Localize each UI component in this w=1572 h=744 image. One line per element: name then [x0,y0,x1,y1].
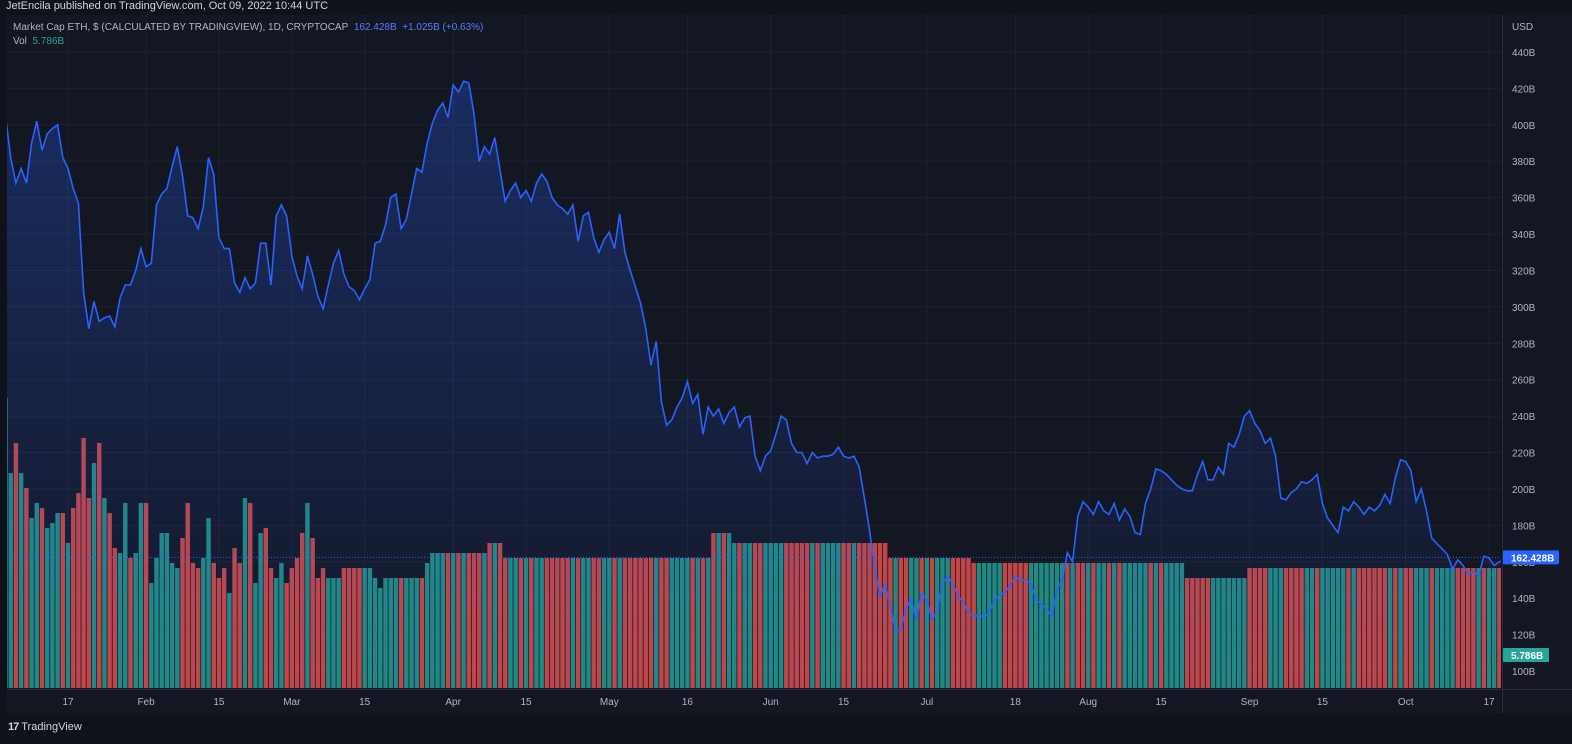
legend-symbol[interactable]: Market Cap ETH, $ (CALCULATED BY TRADING… [13,22,349,33]
chart-legend: Market Cap ETH, $ (CALCULATED BY TRADING… [13,21,483,49]
y-tick-label: 280B [1512,339,1536,350]
x-tick-label: 17 [62,697,74,708]
y-tick-label: 180B [1512,521,1536,532]
x-tick-label: 15 [520,697,532,708]
price-area [7,81,1501,689]
x-tick-label: 15 [213,697,225,708]
y-tick-label: 340B [1512,230,1536,241]
x-tick-label: 15 [1317,697,1329,708]
volume-badge-label: 5.786B [1511,651,1543,662]
footer-bar [0,713,1572,744]
x-tick-label: 18 [1010,697,1022,708]
y-tick-label: 140B [1512,594,1536,605]
legend-price: 162.428B [353,22,397,33]
x-tick-label: Aug [1079,697,1097,708]
y-tick-label: 220B [1512,449,1536,460]
y-tick-label: 260B [1512,376,1536,387]
price-axis[interactable]: USD100B120B140B160B180B200B220B240B260B2… [1502,15,1572,689]
legend-change: +1.025B (+0.63%) [402,22,484,33]
x-tick-label: Oct [1398,697,1414,708]
time-axis-svg: 17 Feb 15 Mar 15 Apr 15 May 16 Jun 15 Jul 18 Aug 15 Sep… [62,697,1495,708]
price-axis-svg: USD100B120B140B160B180B200B220B240B260B2… [1503,22,1559,678]
price-badge [1503,550,1559,565]
x-tick-label: 15 [1156,697,1168,708]
publisher-bar: JetEncila published on TradingView.com, … [0,0,1572,14]
x-tick-label: Jun [763,697,779,708]
legend-vol-value: 5.786B [32,36,65,47]
x-tick-label: Apr [445,697,461,708]
x-tick-label: Sep [1241,697,1259,708]
x-tick-label: 15 [359,697,371,708]
y-tick-label: 100B [1512,667,1536,678]
x-tick-label: Jul [920,697,933,708]
y-tick-label: 380B [1512,157,1536,168]
x-tick-label: Mar [283,697,301,708]
publisher-line: JetEncila published on TradingView.com, … [6,0,329,12]
chart-pane[interactable] [7,15,1501,689]
y-tick-label: 440B [1512,48,1536,59]
x-tick-label: 15 [838,697,850,708]
chart-svg[interactable] [7,15,1501,689]
x-tick-label: 16 [682,697,694,708]
tradingview-brand: TradingView [21,721,82,733]
y-tick-label: 420B [1512,84,1536,95]
y-tick-label: 360B [1512,194,1536,205]
y-tick-label: 400B [1512,121,1536,132]
y-tick-label: 320B [1512,266,1536,277]
y-tick-label: 200B [1512,485,1536,496]
y-tick-label: 120B [1512,631,1536,642]
legend-vol-label[interactable]: Vol [13,36,27,47]
legend-main-row: Market Cap ETH, $ (CALCULATED BY TRADING… [13,21,483,35]
price-line [7,80,1501,632]
x-tick-label: 17 [1483,697,1495,708]
volume-bar [893,558,898,688]
x-tick-label: May [600,697,619,708]
y-tick-label: 300B [1512,303,1536,314]
volume-badge [1503,648,1549,662]
tradingview-logo[interactable]: 17 TradingView [8,721,82,733]
volume-bar [898,558,904,688]
price-badge-label: 162.428B [1511,553,1554,564]
tradingview-logo-icon: 17 [8,721,19,733]
time-axis[interactable]: 17 Feb 15 Mar 15 Apr 15 May 16 Jun 15 Jul 18 Aug 15 Sep… [7,689,1501,714]
currency-label: USD [1512,22,1533,33]
legend-volume-row: Vol 5.786B [13,35,483,49]
axis-corner [1502,689,1572,714]
x-tick-label: Feb [137,697,155,708]
y-tick-label: 240B [1512,412,1536,423]
